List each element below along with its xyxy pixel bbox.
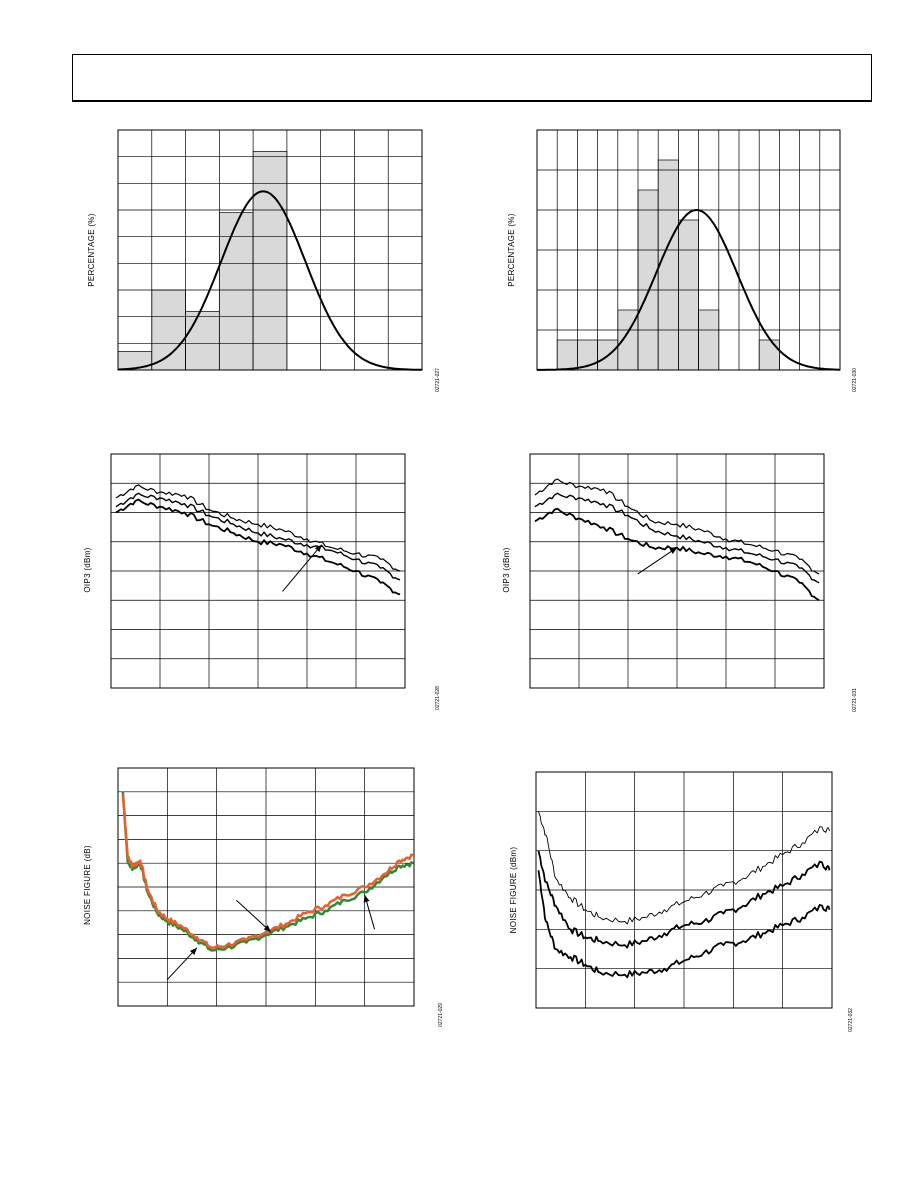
annotation-arrow-2-head [263,925,271,932]
y-axis-label-oip3-left: OIP3 (dBm) [83,547,92,592]
histogram-bar [117,350,153,371]
gaussian-fit-curve [118,190,422,371]
noise-figure-chart-right [535,771,833,1009]
annotation-arrow [282,544,323,592]
y-axis-label-nf-left: NOISE FIGURE (dB) [83,845,92,925]
series-line-1 [534,478,820,575]
histogram-bar [252,150,288,371]
y-axis-label-hist-right: PERCENTAGE (%) [507,213,516,286]
figure-id-oip3-right: 02721-031 [852,688,858,712]
figure-id-nf-right: 02721-032 [848,1008,854,1032]
histogram-right [536,129,841,371]
oip3-chart-left [110,453,406,689]
series-line-2 [121,794,414,950]
figure-id-nf-left: 02721-029 [438,1003,444,1027]
y-axis-label-hist-left: PERCENTAGE (%) [87,213,96,286]
hist-left-plot-frame [117,129,423,371]
histogram-bar [657,159,679,371]
annotation-arrow [637,547,678,575]
gaussian-fit-curve [537,209,840,371]
histogram-left [117,129,423,371]
histogram-bar [151,289,186,371]
histogram-bar [218,212,254,371]
figure-id-hist-right: 02721-030 [852,368,858,392]
annotation-arrow-2 [236,899,272,933]
histogram-bar [556,339,578,371]
histogram-bar [698,309,720,371]
annotation-arrow-head [669,547,677,554]
y-axis-label-oip3-right: OIP3 (dBm) [502,547,511,592]
figure-id-hist-left: 02721-027 [435,368,441,392]
annotation-arrow-3-head [363,894,370,903]
histogram-bar [758,339,780,371]
series-line-2 [115,492,401,581]
series-line-3 [537,870,831,979]
annotation-arrow-1-head [189,947,197,955]
series-line-2 [537,850,831,949]
oip3-chart-right [529,453,825,689]
series-line-1 [538,811,830,925]
noise-figure-chart-left [117,767,415,1007]
series-line-2 [534,492,820,584]
histogram-bar [185,310,220,371]
histogram-bar [637,189,659,371]
y-axis-label-nf-right: NOISE FIGURE (dBm) [509,847,518,934]
annotation-arrow-1 [166,947,198,980]
page-header-box [72,54,872,102]
histogram-bar [678,219,699,371]
annotation-arrow-head [314,544,322,552]
series-line-1 [115,484,401,572]
series-line-3 [115,498,401,596]
figure-id-oip3-left: 02721-028 [435,686,441,710]
